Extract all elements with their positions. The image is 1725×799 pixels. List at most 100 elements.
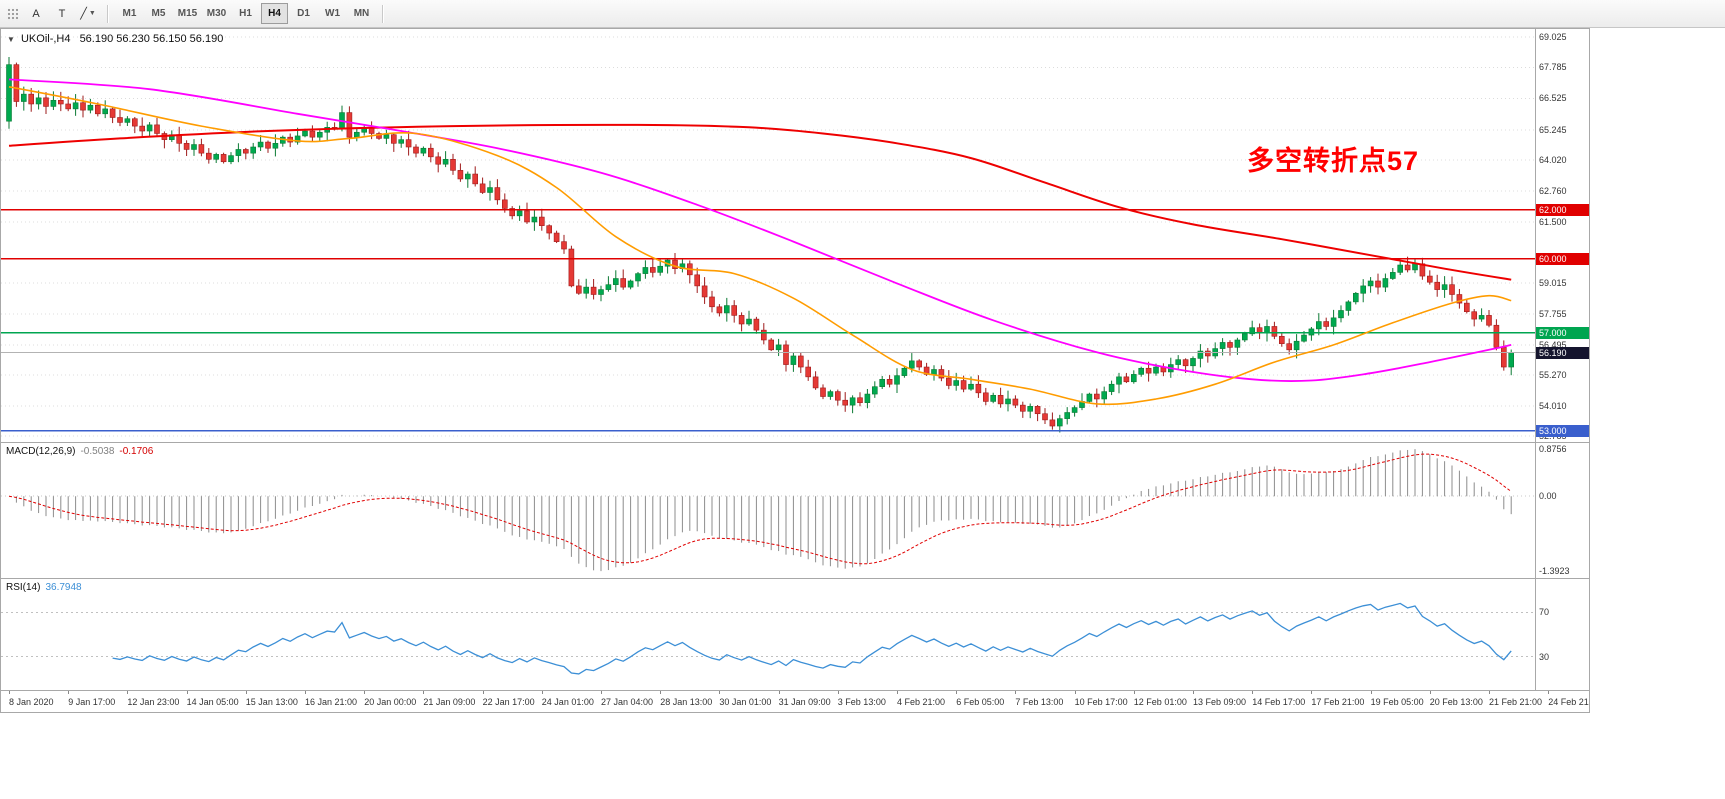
macd-axis-label: 0.00: [1539, 491, 1557, 502]
time-tick: [186, 691, 188, 694]
time-axis-label: 19 Feb 05:00: [1370, 697, 1424, 707]
price-axis-label: 64.020: [1539, 155, 1567, 166]
timeframe-button-m1[interactable]: M1: [122, 8, 137, 19]
price-badge-57.000: 57.000: [1536, 326, 1589, 339]
chevron-down-icon: ▼: [88, 10, 96, 17]
time-tick: [364, 691, 366, 694]
toolbar-grip-icon[interactable]: [6, 6, 18, 21]
time-tick: [1193, 691, 1194, 694]
timeframe-button-m30[interactable]: M30: [206, 8, 227, 19]
timeframe-button-h1[interactable]: H1: [239, 8, 252, 19]
rsi-axis-label: 70: [1539, 607, 1550, 618]
time-tick: [601, 691, 602, 694]
rsi-name: RSI(14): [6, 582, 41, 593]
timeframe-button-m5[interactable]: M5: [151, 8, 166, 19]
timeframe-button-mn[interactable]: MN: [353, 8, 370, 19]
macd-value: -0.5038: [80, 446, 115, 457]
chart-title: ▼ UKOil-,H4 56.190 56.230 56.150 56.190: [7, 33, 223, 45]
time-tick: [956, 691, 958, 694]
line-tool-button[interactable]: ╱ ▼: [76, 3, 100, 25]
time-axis-label: 14 Feb 17:00: [1252, 697, 1306, 707]
macd-name: MACD(12,26,9): [6, 446, 76, 457]
time-tick: [127, 691, 129, 694]
price-axis-label: 59.015: [1539, 278, 1567, 289]
time-axis-label: 31 Jan 09:00: [778, 697, 831, 707]
time-tick: [1311, 691, 1313, 694]
time-axis-label: 21 Jan 09:00: [423, 697, 476, 707]
time-tick: [541, 691, 543, 694]
rsi-canvas[interactable]: [1, 579, 1535, 690]
time-tick: [1133, 691, 1135, 694]
timeframe-button-w1[interactable]: W1: [325, 8, 340, 19]
rsi-axis-label: 30: [1539, 651, 1550, 662]
price-badge-56.190: 56.190: [1536, 346, 1589, 359]
chart-text-annotation[interactable]: 多空转折点57: [1247, 146, 1420, 176]
time-tick: [1252, 691, 1254, 694]
price-axis-label: 55.270: [1539, 370, 1567, 381]
time-axis-label: 24 Jan 01:00: [541, 697, 594, 707]
time-axis-label: 4 Feb 21:00: [897, 697, 946, 707]
time-tick: [837, 691, 839, 694]
text-tool-button[interactable]: A: [32, 7, 40, 20]
time-axis-label: 9 Jan 17:00: [68, 697, 116, 707]
collapse-arrow-icon[interactable]: ▼: [7, 35, 15, 44]
timeframe-button-h4[interactable]: H4: [261, 3, 288, 24]
main-chart-canvas[interactable]: [1, 29, 1535, 442]
time-tick: [1489, 691, 1490, 694]
time-tick: [1370, 691, 1372, 694]
time-tick: [305, 691, 306, 694]
time-axis-label: 7 Feb 13:00: [1015, 697, 1064, 707]
time-tick: [1548, 691, 1550, 694]
rsi-pane[interactable]: RSI(14) 36.7948: [1, 579, 1535, 690]
time-tick: [1074, 691, 1076, 694]
price-axis-label: 62.760: [1539, 186, 1567, 196]
rsi-label: RSI(14) 36.7948: [6, 582, 82, 593]
macd-pane[interactable]: MACD(12,26,9) -0.5038 -0.1706: [1, 443, 1535, 578]
timeframe-button-m15[interactable]: M15: [177, 8, 198, 19]
ohlc-values: 56.190 56.230 56.150 56.190: [79, 33, 224, 45]
time-axis-label: 16 Jan 21:00: [305, 697, 358, 707]
top-toolbar: A T ╱ ▼ M1 M5 M15 M30 H1 H4 D1 W1 MN: [0, 0, 1725, 28]
time-axis-label: 14 Jan 05:00: [186, 697, 239, 707]
price-axis-label: 56.495: [1539, 340, 1567, 351]
price-axis-label: 61.500: [1539, 216, 1567, 227]
time-tick: [482, 691, 484, 694]
time-axis-label: 24 Feb 21:15: [1548, 697, 1589, 707]
toolbar-separator: [107, 4, 109, 23]
price-axis-label: 57.755: [1539, 309, 1567, 320]
main-price-pane[interactable]: ▼ UKOil-,H4 56.190 56.230 56.150 56.190 …: [1, 29, 1535, 442]
timeframe-button-d1[interactable]: D1: [297, 8, 310, 19]
timeframe-group: M1 M5 M15 M30 H1 H4 D1 W1 MN: [115, 3, 376, 24]
pane-divider[interactable]: [1, 578, 1589, 579]
macd-label: MACD(12,26,9) -0.5038 -0.1706: [6, 446, 153, 457]
time-axis-label: 20 Feb 13:00: [1429, 697, 1483, 707]
time-axis-label: 15 Jan 13:00: [245, 697, 298, 707]
time-axis-label: 6 Feb 05:00: [956, 697, 1005, 707]
macd-axis-label: -1.3923: [1539, 566, 1570, 577]
price-axis-label: 67.785: [1539, 62, 1567, 73]
rsi-value: 36.7948: [45, 582, 82, 593]
price-axis-label: 54.010: [1539, 401, 1567, 412]
chart-window: ▼ UKOil-,H4 56.190 56.230 56.150 56.190 …: [0, 28, 1590, 713]
time-axis-label: 10 Feb 17:00: [1074, 697, 1128, 707]
scale-separator: [1535, 29, 1536, 690]
time-tick: [660, 691, 662, 694]
time-axis[interactable]: 8 Jan 2020 9 Jan 17:00 12 Jan 23:00 14 Jan …: [1, 691, 1589, 712]
macd-canvas[interactable]: [1, 443, 1535, 578]
time-axis-label: 12 Jan 23:00: [127, 697, 180, 707]
time-tick: [423, 691, 425, 694]
time-tick: [1015, 691, 1017, 694]
pane-divider[interactable]: [1, 690, 1589, 691]
pane-divider[interactable]: [1, 442, 1589, 443]
price-axis-label: 65.245: [1539, 124, 1567, 135]
time-axis-label: 13 Feb 09:00: [1193, 697, 1247, 707]
time-axis-label: 27 Jan 04:00: [601, 697, 654, 707]
toolbar-separator: [382, 4, 384, 23]
shape-tool-button[interactable]: T: [58, 7, 66, 20]
time-tick: [9, 691, 10, 694]
time-axis-label: 30 Jan 01:00: [719, 697, 772, 707]
price-badge-60.000: 60.000: [1536, 252, 1589, 265]
price-axis-label: 69.025: [1539, 31, 1567, 42]
price-scale[interactable]: 69.025 67.785 66.525 65.245 64.020 62.760 61.5…: [1536, 29, 1589, 712]
time-axis-label: 21 Feb 21:00: [1489, 697, 1543, 707]
